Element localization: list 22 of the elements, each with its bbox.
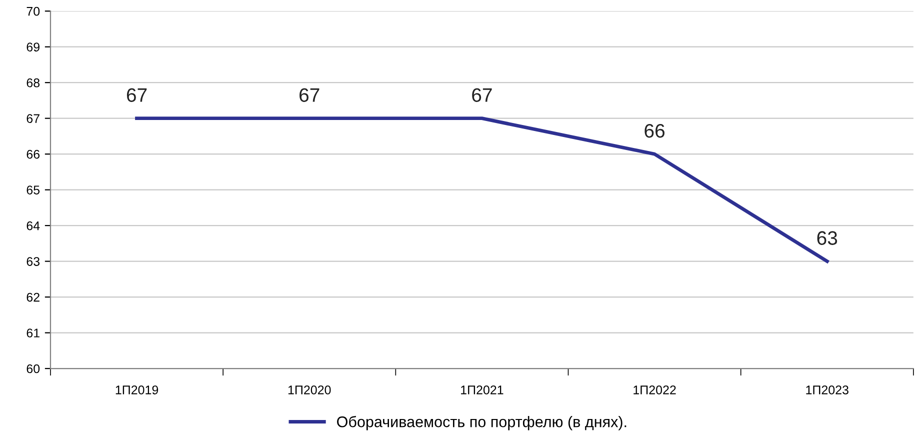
data-label: 67 bbox=[472, 88, 492, 102]
y-tick-label: 64 bbox=[26, 221, 40, 230]
y-tick-label: 70 bbox=[26, 6, 40, 16]
data-label: 67 bbox=[300, 88, 320, 102]
y-tick-label: 62 bbox=[26, 292, 40, 302]
data-label: 66 bbox=[644, 124, 664, 138]
x-tick-label: 1П2020 bbox=[288, 386, 331, 394]
x-tick-label: 1П2022 bbox=[634, 386, 676, 394]
x-tick-label: 1П2019 bbox=[116, 386, 158, 394]
y-tick-label: 61 bbox=[26, 328, 40, 338]
y-tick-label: 66 bbox=[26, 150, 40, 159]
y-tick-label: 63 bbox=[26, 257, 40, 266]
y-tick-label: 69 bbox=[26, 42, 40, 52]
legend-label: Оборачиваемость по портфелю (в днях). bbox=[337, 416, 626, 430]
y-tick-label: 65 bbox=[26, 186, 40, 194]
y-tick-label: 67 bbox=[26, 114, 40, 123]
x-tick-label: 1П2021 bbox=[461, 386, 504, 394]
data-label: 67 bbox=[126, 88, 147, 102]
x-tick-label: 1П2023 bbox=[806, 386, 848, 394]
data-label: 63 bbox=[817, 231, 838, 245]
y-tick-label: 60 bbox=[26, 364, 40, 374]
y-tick-label: 68 bbox=[26, 78, 40, 88]
